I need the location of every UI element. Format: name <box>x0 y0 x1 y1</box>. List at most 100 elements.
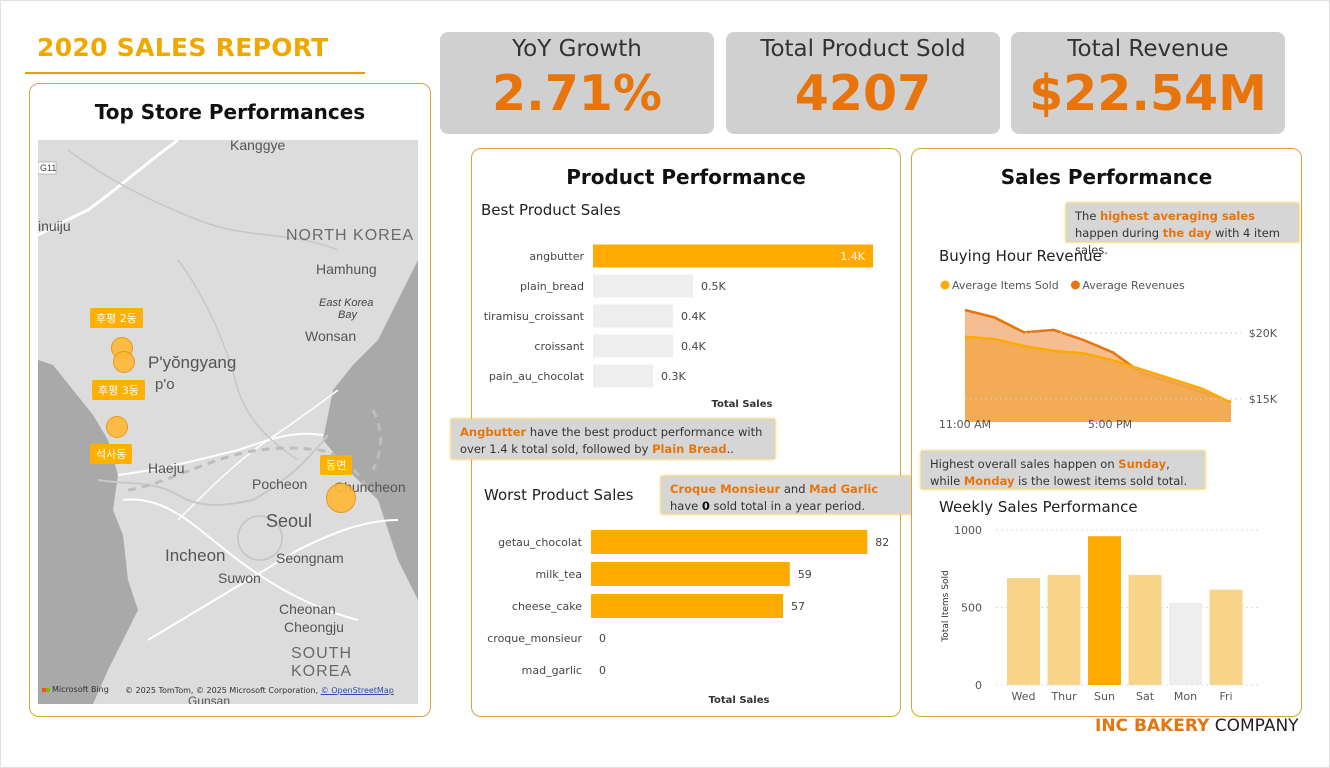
map-label: Bay <box>338 309 357 321</box>
product-panel-title: Product Performance <box>566 165 806 189</box>
map-label: SOUTH KOREA <box>291 645 353 680</box>
note-text: happen during <box>1075 226 1163 240</box>
legend-marker <box>1070 280 1080 290</box>
weekly-sales-chart: 0 500 1000 Wed Thur Sun Sat Mon Fri Total Items S… <box>941 524 1259 703</box>
note-highlight: Monday <box>963 474 1015 488</box>
store-bubble[interactable] <box>106 416 128 438</box>
bar <box>1047 574 1081 685</box>
y-tick-label: $15K <box>1249 393 1278 406</box>
footer-brand: INC BAKERY <box>1095 716 1210 736</box>
bar <box>593 244 873 268</box>
map-attribution-brand: Microsoft Bing <box>42 685 109 694</box>
kpi-label: Total Product Sold <box>760 36 966 62</box>
kpi-value: 2.71% <box>492 65 662 122</box>
kpi-value: $22.54M <box>1029 65 1267 122</box>
hour-note: The highest averaging sales happen durin… <box>1066 203 1299 257</box>
category-label: milk_tea <box>535 568 582 581</box>
axis-title: Total Sales <box>709 695 770 706</box>
legend-label: Average Revenues <box>1082 279 1185 292</box>
bar <box>593 304 673 328</box>
map-label: Suwon <box>218 570 261 586</box>
best-products-title: Best Product Sales <box>481 201 621 219</box>
category-label: angbutter <box>529 250 584 263</box>
store-bubble[interactable] <box>326 483 356 513</box>
bar <box>1209 589 1243 685</box>
items-line <box>964 335 1232 404</box>
bar <box>1169 602 1202 685</box>
map-attribution: © 2025 TomTom, © 2025 Microsoft Corporat… <box>125 686 394 695</box>
store-map[interactable]: G11 Kanggye inuiju NORTH KOREA Hamhung E… <box>38 140 418 704</box>
map-label: NORTH KOREA <box>286 227 415 244</box>
note-text: , while <box>930 457 1170 488</box>
bar <box>591 562 790 586</box>
note-highlight: Angbutter <box>460 425 527 439</box>
bar <box>1007 578 1040 685</box>
sales-panel-title: Sales Performance <box>1000 165 1213 189</box>
note-text: Highest overall sales happen on <box>930 457 1119 471</box>
note-text: is the lowest items sold total. <box>1014 474 1188 488</box>
category-label: tiramisu_croissant <box>484 310 585 323</box>
map-label: Seongnam <box>276 550 344 566</box>
note-highlight: Croque Monsieur <box>670 482 781 496</box>
worst-products-title: Worst Product Sales <box>484 486 634 504</box>
note-text: have <box>670 499 702 513</box>
note-text: and <box>780 482 810 496</box>
map-label: p'o <box>155 376 175 393</box>
note-highlight: Mad Garlic <box>809 482 879 496</box>
data-label: 59 <box>798 568 812 581</box>
map-label: Kanggye <box>230 140 286 153</box>
bar <box>593 334 673 358</box>
x-tick-label: 11:00 AM <box>939 418 991 431</box>
kpi-card-total-revenue[interactable]: Total Revenue $22.54M <box>1011 32 1285 134</box>
axis-title: Total Sales <box>712 399 773 410</box>
map-label: Pocheon <box>252 476 308 492</box>
kpi-card-total-product-sold[interactable]: Total Product Sold 4207 <box>726 32 1000 134</box>
data-label: 0.4K <box>681 310 706 323</box>
map-label: G11 <box>40 163 57 173</box>
legend-marker <box>940 280 950 290</box>
attribution-text: © 2025 TomTom, © 2025 Microsoft Corporat… <box>125 686 319 695</box>
data-label: 1.4K <box>840 250 865 263</box>
kpi-label: YoY Growth <box>512 36 642 62</box>
map-label: Hamhung <box>316 261 377 277</box>
note-highlight: Plain Bread <box>652 442 727 456</box>
map-label: P'yŏngyang <box>148 353 237 372</box>
map-panel-title: Top Store Performances <box>94 100 366 124</box>
kpi-value: 4207 <box>794 65 932 122</box>
bar <box>1128 574 1162 685</box>
category-label: croissant <box>534 340 584 353</box>
x-tick-label: Fri <box>1219 690 1232 703</box>
footer-text: COMPANY <box>1209 716 1299 736</box>
buying-hour-chart: Average Items Sold Average Revenues $20K $1… <box>939 279 1278 431</box>
map-label: Haeju <box>148 460 185 476</box>
store-tag[interactable]: 후평 3동 <box>92 380 145 400</box>
bar <box>591 594 784 618</box>
category-label: mad_garlic <box>522 664 582 677</box>
bing-label: Microsoft Bing <box>52 685 109 694</box>
kpi-card-yoy-growth[interactable]: YoY Growth 2.71% <box>440 32 714 134</box>
data-label: 57 <box>791 600 805 613</box>
axis-title: Total Items Sold <box>941 570 951 642</box>
x-tick-label: Thur <box>1050 690 1077 703</box>
data-label: 0.3K <box>661 370 686 383</box>
note-highlight: highest averaging sales <box>1100 209 1256 223</box>
store-tag[interactable]: 동면 <box>320 455 353 475</box>
bar <box>593 274 693 298</box>
data-label: 0 <box>599 664 606 677</box>
y-tick-label: 0 <box>975 679 982 692</box>
map-label: Cheonan <box>279 601 336 617</box>
note-text: .. <box>726 442 734 456</box>
title-underline <box>25 72 365 74</box>
bar <box>593 364 653 388</box>
note-highlight: 0 <box>701 499 710 513</box>
x-tick-label: Sat <box>1136 690 1155 703</box>
note-text: have the best product performance with o… <box>460 425 763 456</box>
store-tag[interactable]: 후평 2동 <box>90 308 143 328</box>
map-label: East Korea <box>319 297 374 309</box>
worst-product-note: Croque Monsieur and Mad Garlic have 0 so… <box>661 476 912 514</box>
store-bubble[interactable] <box>113 351 135 373</box>
store-tag[interactable]: 석사동 <box>90 444 133 464</box>
y-tick-label: $20K <box>1249 327 1278 340</box>
category-label: croque_monsieur <box>487 632 582 645</box>
openstreetmap-link[interactable]: © OpenStreetMap <box>320 686 394 695</box>
